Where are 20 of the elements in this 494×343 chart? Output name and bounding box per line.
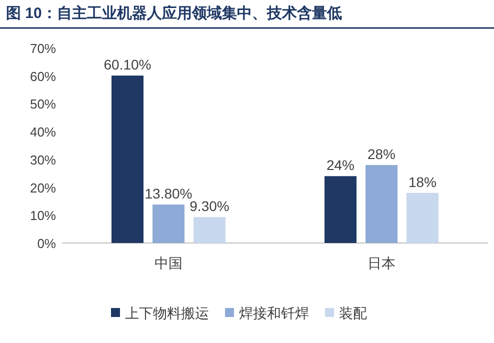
x-tick-label: 中国 [154, 255, 182, 271]
data-label: 18% [408, 174, 437, 190]
y-tick-label: 70% [30, 41, 56, 56]
x-tick-label: 日本 [368, 255, 396, 271]
y-tick-label: 60% [30, 68, 56, 84]
y-tick-label: 40% [30, 124, 56, 140]
y-tick-label: 30% [30, 152, 56, 168]
title: 图 10：自主工业机器人应用领域集中、技术含量低 [6, 5, 342, 22]
legend-label: 上下物料搬运 [125, 305, 209, 321]
data-label: 13.80% [144, 186, 192, 202]
y-tick-label: 10% [30, 208, 56, 224]
y-tick-label: 0% [37, 236, 56, 251]
legend-label: 焊接和钎焊 [239, 305, 309, 321]
legend-label: 装配 [339, 305, 367, 321]
y-tick-label: 50% [30, 96, 56, 112]
y-tick-label: 20% [30, 180, 56, 196]
data-label: 9.30% [190, 198, 230, 214]
data-label: 24% [326, 157, 355, 174]
data-label: 60.10% [104, 56, 152, 73]
data-label: 28% [367, 146, 396, 162]
